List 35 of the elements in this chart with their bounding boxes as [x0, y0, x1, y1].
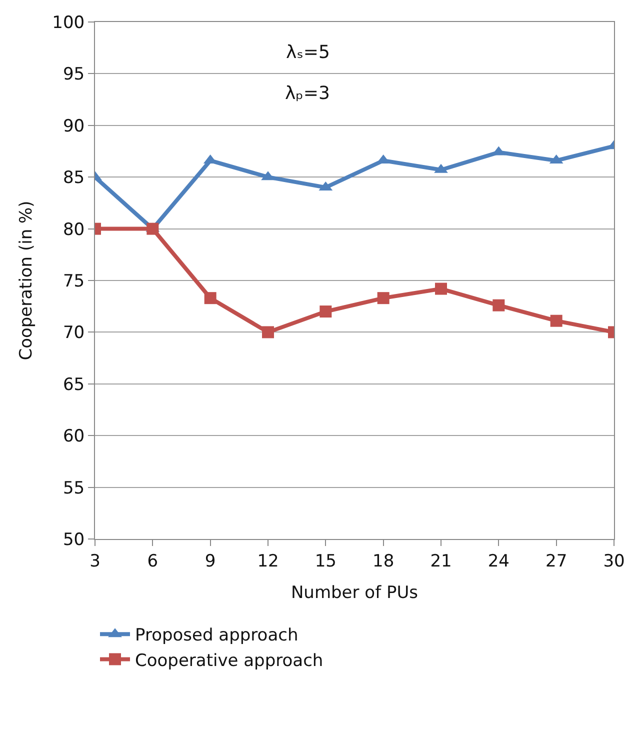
point: [550, 314, 562, 327]
annotation: λₚ=3: [285, 83, 330, 104]
y-tick-label: 100: [52, 12, 85, 33]
point: [146, 222, 159, 235]
y-tick-label: 75: [62, 271, 85, 292]
y-tick-label: 85: [62, 168, 85, 188]
point: [435, 282, 447, 295]
y-tick-label: 80: [62, 220, 85, 240]
x-tick-label: 30: [603, 551, 625, 572]
x-tick-label: 21: [430, 551, 452, 572]
x-tick-label: 12: [257, 551, 279, 572]
annotation: λₛ=5: [286, 42, 330, 63]
x-axis-title: Number of PUs: [290, 582, 418, 603]
y-tick-label: 65: [62, 374, 85, 395]
x-tick-label: 15: [314, 551, 336, 572]
y-tick-label: 70: [62, 323, 85, 344]
legend-label: Cooperative approach: [135, 650, 324, 671]
y-axis-title: Cooperation (in %): [16, 200, 37, 360]
point: [377, 292, 390, 304]
x-tick-label: 27: [546, 551, 568, 572]
y-tick-label: 95: [62, 64, 85, 85]
x-tick-label: 6: [147, 551, 158, 572]
legend-label: Proposed approach: [135, 626, 298, 646]
x-tick-label: 3: [90, 551, 100, 572]
y-tick-label: 90: [62, 116, 85, 136]
x-tick-label: 9: [204, 551, 216, 572]
y-tick-label: 50: [62, 530, 85, 550]
point: [320, 306, 332, 318]
point: [262, 326, 274, 338]
point: [492, 299, 505, 312]
point: [204, 292, 216, 304]
x-tick-label: 18: [372, 551, 394, 572]
y-tick-label: 55: [62, 478, 85, 498]
x-tick-label: 24: [488, 551, 510, 572]
y-tick-label: 60: [62, 426, 85, 447]
